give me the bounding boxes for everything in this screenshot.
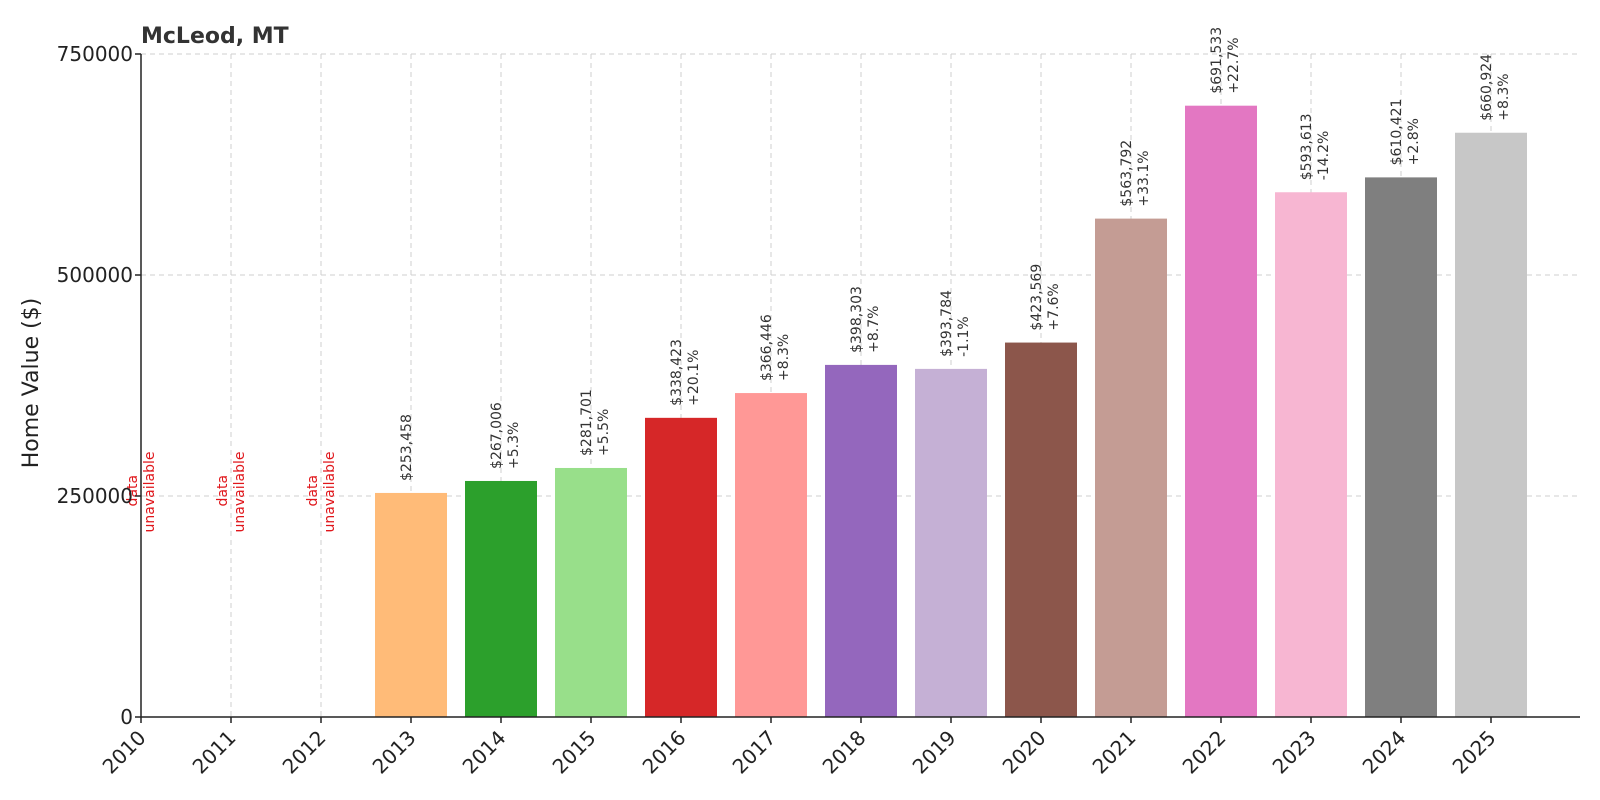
bar-data-label: $267,006 +5.3% [489, 402, 522, 469]
x-tick-label: 2011 [188, 726, 241, 779]
x-tick-label: 2022 [1178, 726, 1231, 779]
missing-label-line2: unavailable [322, 452, 338, 533]
bar-data-label: $281,701 +5.5% [579, 389, 612, 456]
bar-data-label: $660,924 +8.3% [1479, 54, 1512, 121]
x-tick-label: 2019 [908, 726, 961, 779]
bar [465, 480, 537, 717]
x-tick-label: 2012 [278, 726, 331, 779]
value-label: $691,533 [1209, 27, 1225, 94]
bar-data-label: $593,613 -14.2% [1299, 113, 1332, 180]
x-tick-label: 2020 [998, 726, 1051, 779]
value-label: $253,458 [399, 414, 415, 481]
value-label: $610,421 [1389, 99, 1405, 166]
bar-data-label: $393,784 -1.1% [939, 290, 972, 357]
value-label: $593,613 [1299, 113, 1315, 180]
value-label: $423,569 [1029, 264, 1045, 331]
x-tick-label: 2023 [1268, 726, 1321, 779]
change-label: -14.2% [1316, 131, 1332, 181]
missing-label-line1: data [125, 475, 141, 507]
bar [1275, 192, 1347, 718]
bar-data-label: $338,423 +20.1% [669, 339, 702, 406]
bar [1095, 218, 1167, 718]
change-label: +2.8% [1406, 118, 1422, 165]
change-label: +8.7% [866, 306, 882, 353]
bar [555, 467, 627, 717]
y-tick-label: 750000 [57, 42, 133, 66]
y-tick-label: 250000 [57, 484, 133, 508]
value-label: $563,792 [1119, 140, 1135, 207]
chart-title: McLeod, MT [141, 24, 289, 49]
missing-data-label: data unavailable [125, 452, 158, 533]
bar-data-label: $253,458 [399, 414, 415, 481]
value-label: $366,446 [759, 314, 775, 381]
bar-layer [375, 105, 1527, 718]
bar [735, 393, 807, 717]
missing-label-line2: unavailable [142, 452, 158, 533]
change-label: -1.1% [956, 316, 972, 357]
bar [375, 492, 447, 717]
change-label: +20.1% [686, 350, 702, 406]
change-label: +33.1% [1136, 150, 1152, 206]
change-label: +22.7% [1226, 37, 1242, 93]
value-label: $281,701 [579, 389, 595, 456]
bar-data-label: $563,792 +33.1% [1119, 140, 1152, 207]
value-label: $267,006 [489, 402, 505, 469]
change-label: +8.3% [776, 334, 792, 381]
missing-data-label: data unavailable [215, 452, 248, 533]
bar-data-label: $423,569 +7.6% [1029, 264, 1062, 331]
bar [1455, 132, 1527, 718]
bar-data-label: $398,303 +8.7% [849, 286, 882, 353]
x-tick-label: 2015 [548, 726, 601, 779]
bar [1185, 105, 1257, 718]
x-tick-label: 2021 [1088, 726, 1141, 779]
x-tick-label: 2014 [458, 726, 511, 779]
value-label: $338,423 [669, 339, 685, 406]
y-tick-label: 500000 [57, 263, 133, 287]
missing-label-line2: unavailable [232, 452, 248, 533]
missing-label-line1: data [305, 475, 321, 507]
x-tick-label: 2025 [1448, 726, 1501, 779]
bar [1005, 342, 1077, 717]
change-label: +5.5% [596, 409, 612, 456]
bar-data-label: $691,533 +22.7% [1209, 27, 1242, 94]
x-tick-label: 2018 [818, 726, 871, 779]
bar [1365, 177, 1437, 718]
missing-label-line1: data [215, 475, 231, 507]
value-label: $660,924 [1479, 54, 1495, 121]
bar [645, 417, 717, 717]
y-axis-label: Home Value ($) [19, 298, 44, 469]
x-tick-label: 2013 [368, 726, 421, 779]
bar-data-label: $366,446 +8.3% [759, 314, 792, 381]
change-label: +7.6% [1046, 283, 1062, 330]
y-tick-label: 0 [120, 705, 133, 729]
bar-data-label: $610,421 +2.8% [1389, 99, 1422, 166]
missing-data-label: data unavailable [305, 452, 338, 533]
x-tick-label: 2016 [638, 726, 691, 779]
x-tick-label: 2017 [728, 726, 781, 779]
change-label: +5.3% [506, 422, 522, 469]
value-label: $398,303 [849, 286, 865, 353]
bar [825, 364, 897, 717]
x-tick-label: 2010 [98, 726, 151, 779]
axis-layer: 0 250000 500000 750000 2010 2011 2012 2013 2014 2… [57, 42, 1580, 779]
bar [915, 368, 987, 717]
x-tick-label: 2024 [1358, 726, 1411, 779]
change-label: +8.3% [1496, 73, 1512, 120]
value-label: $393,784 [939, 290, 955, 357]
label-layer: data unavailable data unavailable data unavai… [125, 27, 1512, 533]
